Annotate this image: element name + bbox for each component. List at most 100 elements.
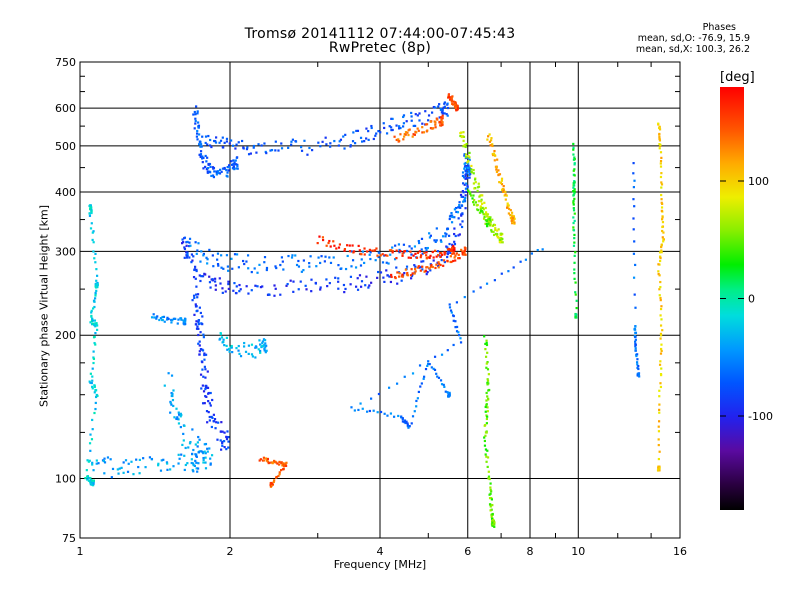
data-point bbox=[497, 169, 500, 172]
data-point bbox=[259, 343, 262, 346]
data-point bbox=[417, 265, 420, 268]
data-point bbox=[461, 190, 464, 193]
data-point bbox=[320, 255, 323, 258]
data-point bbox=[226, 265, 229, 268]
data-point bbox=[368, 409, 371, 413]
data-point bbox=[448, 217, 451, 221]
data-point bbox=[463, 250, 466, 253]
data-point bbox=[492, 233, 496, 237]
data-point bbox=[155, 317, 158, 320]
data-point bbox=[658, 251, 662, 254]
data-point bbox=[188, 241, 191, 244]
data-point bbox=[456, 106, 459, 110]
data-point bbox=[159, 317, 163, 320]
data-point bbox=[200, 387, 203, 390]
data-point bbox=[476, 189, 479, 193]
data-point bbox=[150, 457, 154, 461]
data-point bbox=[425, 256, 429, 260]
data-point bbox=[319, 145, 322, 148]
data-point bbox=[203, 358, 206, 361]
data-point bbox=[453, 227, 456, 230]
data-point bbox=[506, 202, 509, 205]
data-point bbox=[202, 254, 205, 257]
data-point bbox=[226, 348, 229, 351]
data-point bbox=[355, 129, 358, 133]
data-point bbox=[379, 410, 383, 414]
data-point bbox=[173, 416, 176, 419]
data-point bbox=[195, 327, 199, 330]
data-point bbox=[573, 277, 576, 280]
data-point bbox=[195, 105, 198, 108]
data-point bbox=[92, 482, 95, 485]
data-point bbox=[206, 170, 209, 173]
data-point bbox=[428, 363, 431, 366]
data-point bbox=[464, 187, 468, 190]
y-tick-label: 100 bbox=[55, 473, 76, 486]
data-point bbox=[92, 241, 95, 244]
data-point bbox=[95, 322, 98, 325]
data-point bbox=[199, 140, 202, 143]
data-point bbox=[464, 194, 467, 197]
data-point bbox=[257, 348, 260, 351]
data-point bbox=[323, 260, 326, 263]
data-point bbox=[137, 465, 140, 469]
y-tick-label: 600 bbox=[55, 102, 76, 115]
data-point bbox=[103, 461, 107, 464]
data-point bbox=[209, 286, 212, 289]
data-point bbox=[464, 153, 468, 156]
data-point bbox=[377, 392, 381, 396]
data-point bbox=[343, 247, 347, 251]
data-point bbox=[179, 415, 182, 418]
data-point bbox=[435, 227, 438, 230]
data-point bbox=[453, 216, 456, 219]
data-point bbox=[197, 121, 200, 124]
data-point bbox=[236, 167, 239, 170]
data-point bbox=[243, 341, 246, 345]
data-point bbox=[363, 247, 366, 250]
data-point bbox=[413, 410, 416, 413]
data-point bbox=[245, 260, 248, 263]
data-point bbox=[383, 254, 386, 257]
data-point bbox=[227, 169, 230, 172]
data-point bbox=[458, 334, 461, 337]
data-point bbox=[222, 146, 225, 149]
data-point bbox=[319, 288, 322, 291]
data-point bbox=[660, 367, 663, 370]
data-point bbox=[433, 239, 436, 242]
data-point bbox=[183, 256, 186, 259]
data-point bbox=[169, 401, 172, 405]
data-point bbox=[460, 213, 463, 216]
data-point bbox=[219, 282, 222, 285]
data-point bbox=[485, 366, 488, 369]
data-point bbox=[265, 151, 268, 155]
data-point bbox=[122, 471, 125, 474]
data-point bbox=[211, 278, 214, 281]
data-point bbox=[185, 256, 189, 259]
data-point bbox=[416, 266, 419, 269]
data-point bbox=[483, 215, 486, 219]
data-point bbox=[194, 323, 198, 326]
data-point bbox=[498, 240, 501, 244]
data-point bbox=[495, 168, 498, 171]
data-point bbox=[427, 362, 430, 366]
data-point bbox=[574, 316, 577, 319]
data-point bbox=[467, 189, 470, 192]
data-point bbox=[484, 448, 488, 451]
data-point bbox=[265, 268, 268, 272]
data-point bbox=[303, 139, 306, 142]
data-point bbox=[197, 435, 200, 439]
data-point bbox=[450, 311, 453, 314]
data-point bbox=[348, 244, 351, 247]
data-point bbox=[89, 433, 92, 436]
x-axis-label: Frequency [MHz] bbox=[333, 558, 427, 571]
data-point bbox=[351, 244, 354, 247]
data-point bbox=[281, 462, 285, 465]
data-point bbox=[220, 448, 223, 451]
data-point bbox=[635, 354, 638, 358]
data-point bbox=[279, 293, 282, 296]
data-point bbox=[197, 319, 200, 322]
y-tick-label: 200 bbox=[55, 329, 76, 342]
data-point bbox=[457, 234, 460, 237]
data-point bbox=[176, 417, 179, 420]
data-point bbox=[573, 237, 576, 240]
